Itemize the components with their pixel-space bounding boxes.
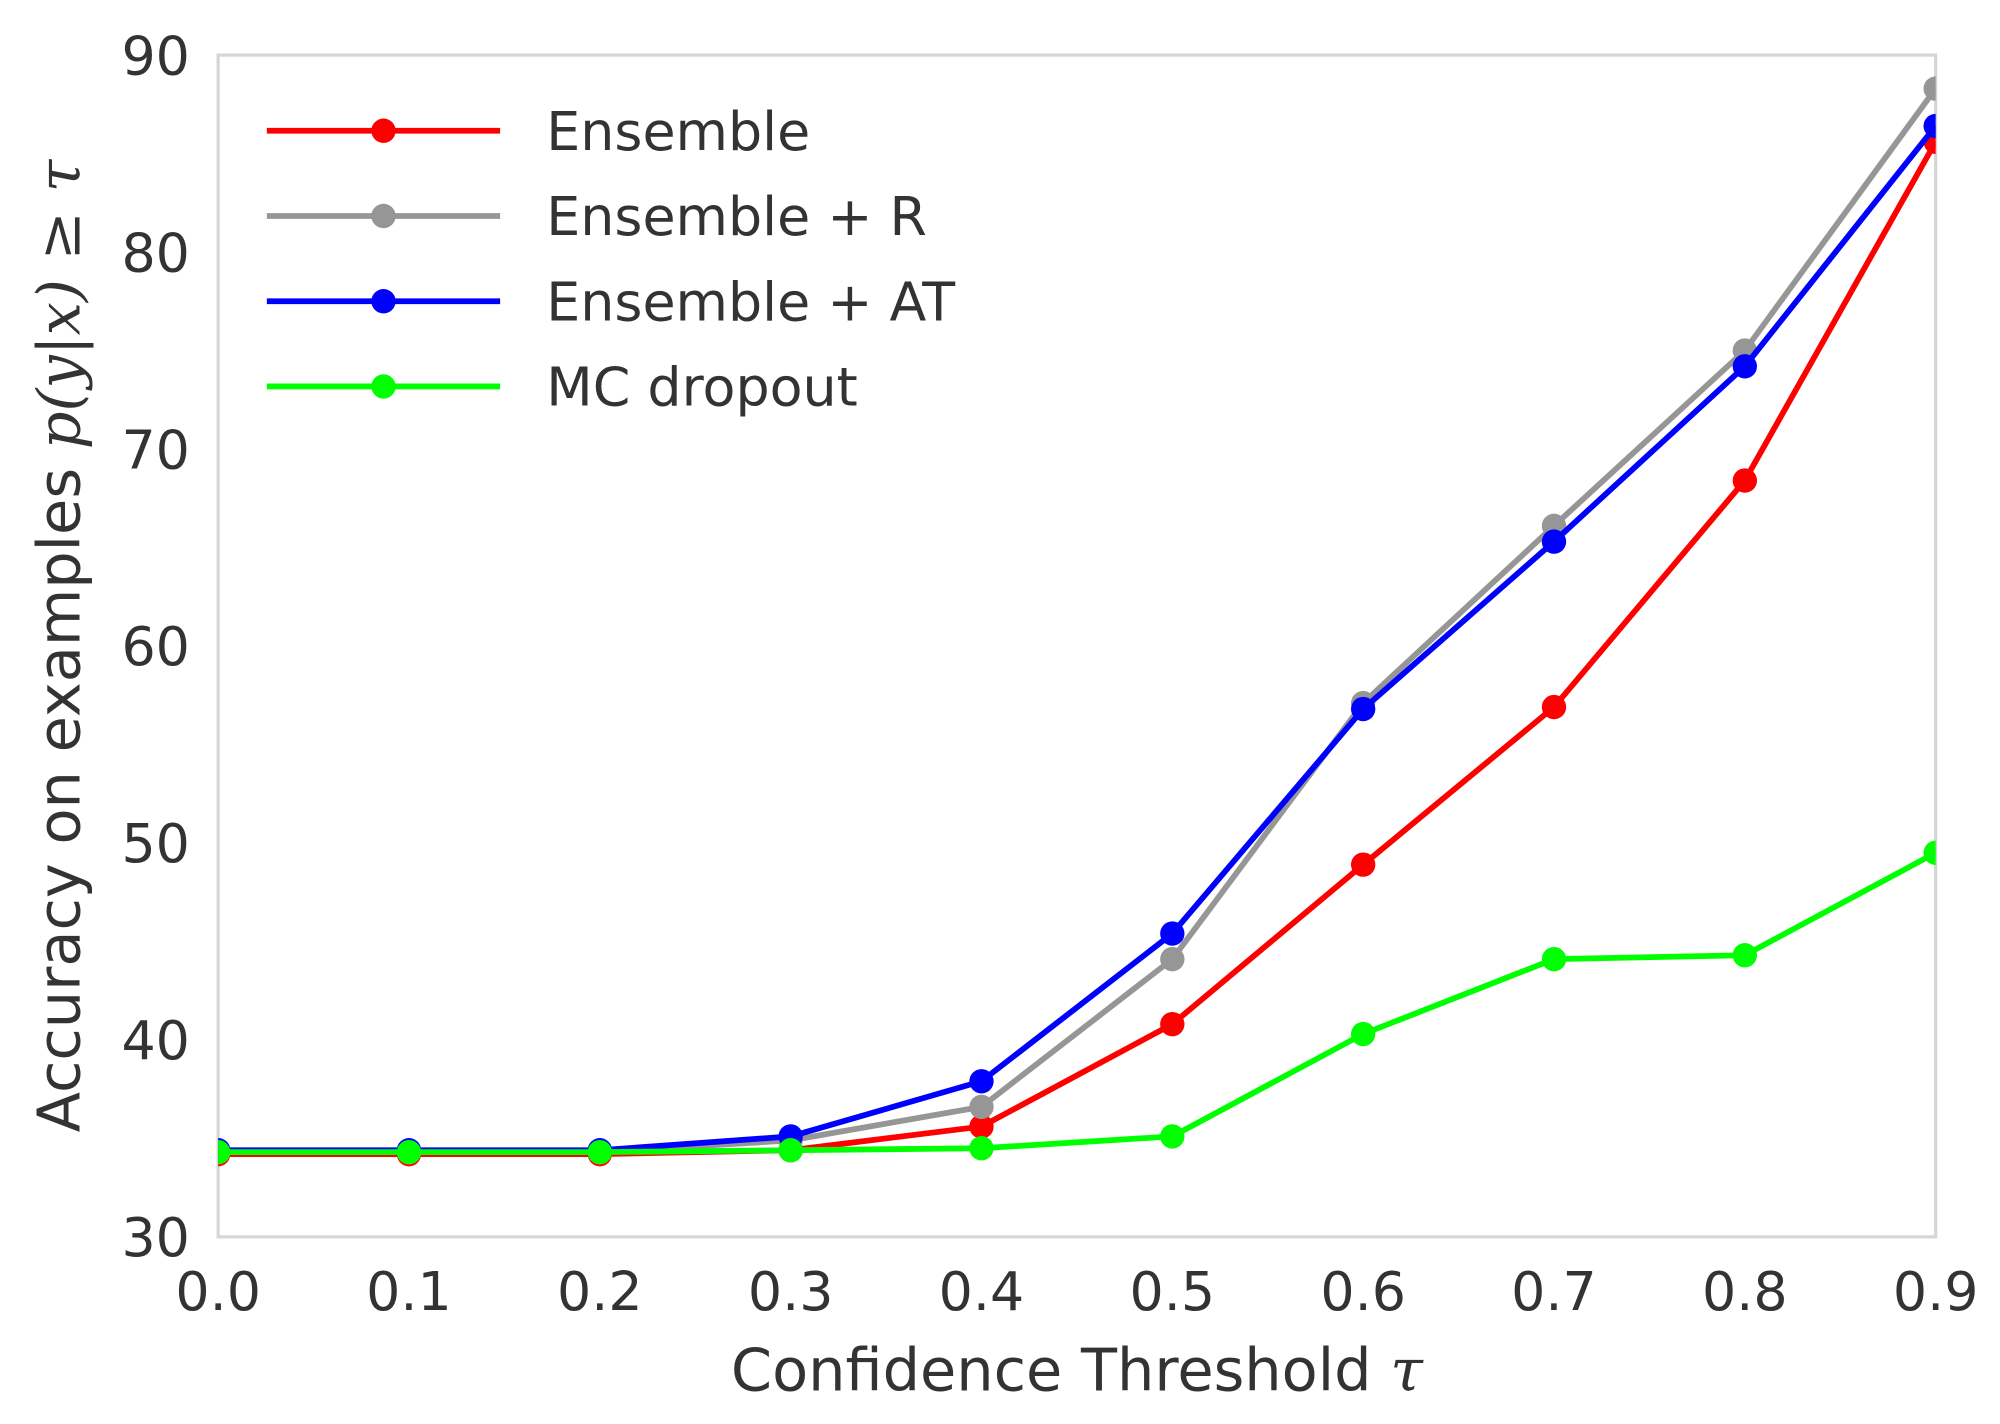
- legend-label: Ensemble: [546, 100, 810, 163]
- data-point: [969, 1069, 994, 1094]
- y-tick-label: 50: [121, 812, 190, 875]
- data-point: [1541, 694, 1567, 720]
- legend-label: Ensemble + R: [546, 185, 927, 248]
- legend-marker: [371, 374, 396, 399]
- data-point: [1923, 840, 1936, 865]
- data-point: [1732, 468, 1758, 493]
- legend-item: Ensemble + AT: [266, 270, 956, 333]
- x-axis-label: Confidence Threshold τ: [731, 1336, 1424, 1405]
- legend-item: Ensemble: [266, 100, 810, 163]
- x-tick-labels: 0.0 0.1 0.2 0.3 0.4 0.5 0.6 0.7 0.8 0.9: [175, 1260, 1978, 1323]
- x-tick-label: 0.4: [939, 1260, 1025, 1323]
- data-point: [1350, 696, 1376, 722]
- data-point: [396, 1139, 422, 1165]
- x-tick-label: 0.6: [1320, 1260, 1406, 1323]
- x-tick-label: 0.7: [1511, 1260, 1597, 1323]
- y-tick-label: 30: [121, 1206, 190, 1269]
- x-tick-label: 0.2: [557, 1260, 643, 1323]
- y-tick-labels: 30 40 50 60 70 80 90: [121, 24, 190, 1269]
- data-point: [218, 1140, 231, 1165]
- data-point: [969, 1094, 994, 1120]
- data-point: [1350, 852, 1376, 877]
- x-tick-label: 0.9: [1893, 1260, 1979, 1323]
- x-tick-label: 0.1: [366, 1260, 452, 1323]
- data-point: [1923, 76, 1936, 101]
- x-tick-label: 0.8: [1702, 1260, 1788, 1323]
- legend-label: MC dropout: [546, 356, 858, 419]
- legend-marker: [371, 203, 396, 229]
- y-axis-label: Accuracy on examples p(y|x) ≥ τ: [25, 158, 94, 1132]
- legend-item: MC dropout: [266, 356, 858, 419]
- x-tick-label: 0.3: [748, 1260, 834, 1323]
- series-line: [218, 850, 1936, 1156]
- data-point: [1732, 354, 1758, 379]
- y-tick-label: 70: [121, 418, 190, 481]
- data-point: [1160, 1011, 1185, 1037]
- y-tick-label: 60: [121, 615, 190, 678]
- data-point: [1732, 943, 1758, 968]
- data-point: [1160, 921, 1185, 946]
- y-tick-label: 80: [121, 221, 190, 284]
- legend-label: Ensemble + AT: [546, 270, 956, 333]
- y-tick-label: 90: [121, 24, 190, 87]
- series-mc-dropout: [218, 840, 1936, 1165]
- y-tick-label: 40: [121, 1009, 190, 1072]
- data-point: [1160, 1124, 1185, 1149]
- data-point: [1541, 529, 1567, 554]
- legend-item: Ensemble + R: [266, 185, 927, 248]
- legend: Ensemble Ensemble + R Ensemble + AT MC drop…: [266, 100, 956, 419]
- legend-marker: [371, 289, 396, 314]
- data-point: [969, 1114, 994, 1139]
- x-tick-label: 0.5: [1130, 1260, 1216, 1323]
- data-point: [969, 1136, 994, 1161]
- data-point: [1541, 946, 1567, 972]
- data-point: [587, 1139, 612, 1165]
- data-point: [778, 1138, 803, 1163]
- data-point: [1160, 946, 1185, 972]
- data-point: [1923, 113, 1936, 139]
- legend-marker: [371, 118, 396, 143]
- data-point: [1350, 1021, 1376, 1047]
- x-tick-label: 0.0: [175, 1260, 261, 1323]
- plot-frame: [216, 53, 1938, 1239]
- series-group: [218, 76, 1936, 1167]
